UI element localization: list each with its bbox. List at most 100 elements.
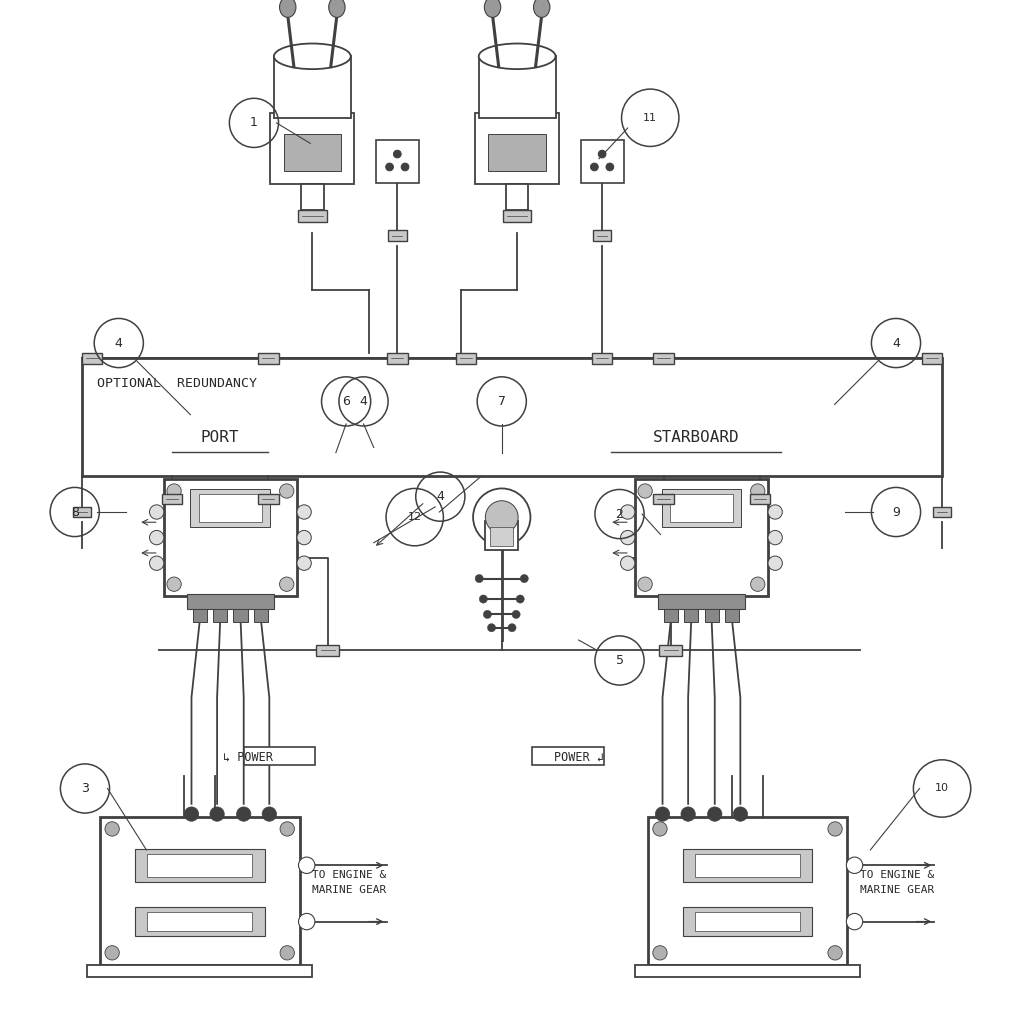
Bar [164,479,297,596]
Bar [635,965,860,977]
Bar [475,113,559,184]
Circle shape [281,821,295,836]
Circle shape [487,624,496,632]
Ellipse shape [534,0,550,17]
Circle shape [297,530,311,545]
Circle shape [167,578,181,592]
Bar [87,965,312,977]
Circle shape [104,821,119,836]
Bar [73,507,91,517]
Circle shape [591,163,598,171]
Bar [683,849,812,882]
Text: 6: 6 [342,395,350,408]
Bar [100,817,299,965]
Circle shape [262,807,276,821]
Circle shape [280,484,294,499]
Text: 4: 4 [892,337,900,349]
Bar [213,609,227,622]
Circle shape [516,595,524,603]
Text: 11: 11 [643,113,657,123]
Circle shape [598,151,606,158]
Bar [147,912,252,931]
Bar [683,907,812,936]
Circle shape [475,574,483,583]
Circle shape [210,807,224,821]
Circle shape [827,946,842,961]
Circle shape [485,501,518,534]
Bar [485,521,518,550]
Text: 4: 4 [359,395,368,408]
Bar [388,230,407,241]
Circle shape [751,484,765,499]
Bar [135,907,264,936]
Circle shape [184,807,199,821]
Text: 4: 4 [115,337,123,349]
Bar [922,353,942,364]
Circle shape [708,807,722,821]
Circle shape [150,505,164,519]
Bar [635,479,768,596]
Circle shape [621,530,635,545]
Bar [258,494,279,504]
Bar [662,489,741,526]
Circle shape [606,163,613,171]
Ellipse shape [329,0,345,17]
Bar [684,609,698,622]
Circle shape [846,857,863,873]
Bar [532,748,604,766]
Bar [233,609,248,622]
Bar [376,140,419,183]
Circle shape [520,574,528,583]
Text: 2: 2 [615,508,624,520]
Bar [82,353,102,364]
Bar [254,609,268,622]
Bar [725,609,739,622]
Bar [581,140,624,183]
Circle shape [167,484,181,499]
Circle shape [150,530,164,545]
Bar [456,353,476,364]
Text: 4: 4 [436,490,444,503]
Circle shape [768,556,782,570]
Bar [695,854,800,877]
Bar [670,495,733,521]
Text: 8: 8 [71,506,79,518]
Circle shape [104,946,119,961]
Circle shape [297,505,311,519]
Circle shape [150,556,164,570]
Bar [750,494,770,504]
Circle shape [751,578,765,592]
Circle shape [508,624,516,632]
Text: STARBOARD: STARBOARD [653,430,739,444]
Circle shape [768,530,782,545]
Bar [933,507,951,517]
Bar [695,912,800,931]
Circle shape [846,913,863,930]
Bar [506,184,528,210]
Bar [705,609,719,622]
Bar [488,134,546,171]
Bar [659,645,682,656]
Bar [274,56,350,118]
Text: 5: 5 [615,654,624,667]
Bar [653,494,674,504]
Text: PORT: PORT [201,430,240,444]
Circle shape [638,484,652,499]
Circle shape [733,807,748,821]
Text: 1: 1 [250,117,258,129]
Circle shape [281,946,295,961]
Circle shape [653,946,668,961]
Circle shape [386,163,393,171]
Circle shape [280,578,294,592]
Circle shape [299,857,315,873]
Ellipse shape [479,43,555,69]
Circle shape [638,578,652,592]
Circle shape [393,151,401,158]
Bar [244,748,315,766]
Ellipse shape [274,43,350,69]
Text: ↳ POWER: ↳ POWER [223,751,273,764]
Bar [479,56,555,118]
Bar [193,609,207,622]
Text: 12: 12 [408,512,422,522]
Bar [270,113,354,184]
